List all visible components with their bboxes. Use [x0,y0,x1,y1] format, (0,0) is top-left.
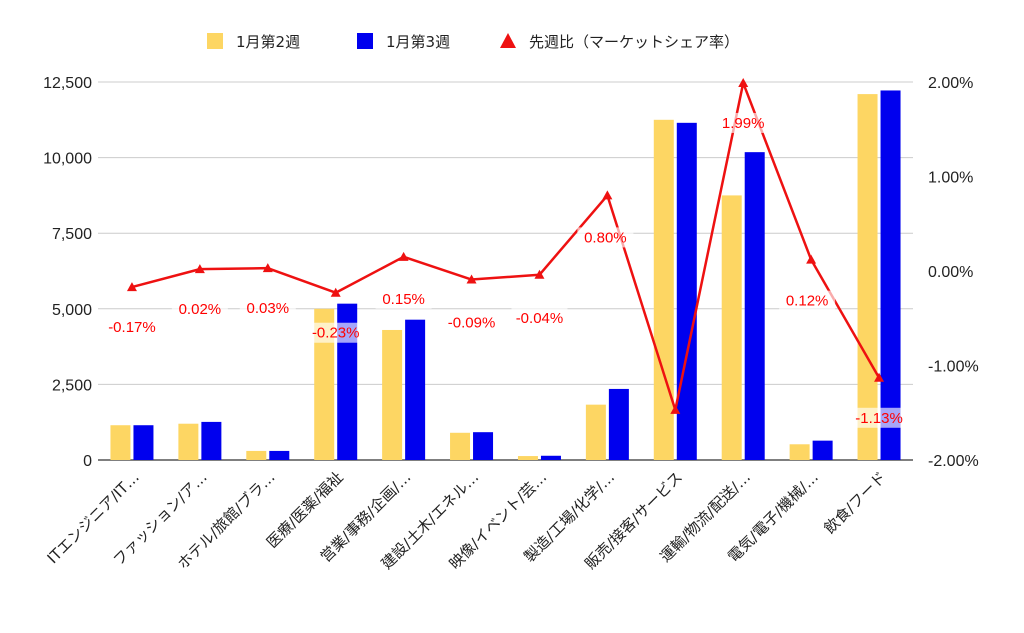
y-right-tick: 1.00% [928,170,973,187]
category-label: 飲食/フード [821,468,890,537]
share-point [874,372,885,382]
bar-week2 [246,450,267,460]
share-data-label: -0.04% [516,310,564,327]
bar-week3 [676,122,697,460]
data-label-bg [779,290,836,311]
y-left-tick: 0 [83,453,92,470]
y-left-tick: 7,500 [52,226,92,243]
legend-triangle-icon [500,33,516,48]
share-data-label: 0.15% [382,291,425,308]
legend-label: 先週比（マーケットシェア率） [529,33,739,51]
data-label-bg [851,407,908,428]
bar-week3 [812,440,833,460]
share-point [738,77,749,87]
share-line: -0.17% 0.02% 0.03% -0.23% 0.15% -0.09% -0.04% 0… [103,77,908,428]
bar-week3 [337,303,358,460]
bar-week2 [110,425,131,460]
share-data-label: 0.12% [786,293,829,310]
bar-week2 [585,404,606,460]
data-label-bg [577,227,634,248]
left-axis: 0 2,500 5,000 7,500 10,000 12,500 [43,75,92,470]
share-data-label: -1.13% [855,410,903,427]
data-label-bg [239,298,296,319]
bar-week2 [178,423,199,460]
bar-week3 [473,432,494,460]
y-left-tick: 10,000 [43,151,92,168]
bar-week2 [721,195,742,460]
share-point [602,190,613,200]
y-right-tick: -1.00% [928,359,979,376]
bar-week2 [314,308,335,460]
data-label-bg [171,299,228,320]
share-data-label: 0.03% [247,300,290,317]
y-left-tick: 12,500 [43,75,92,92]
right-axis: -2.00% -1.00% 0.00% 1.00% 2.00% [928,75,979,470]
legend-label: 1月第2週 [236,33,300,51]
share-data-label: -0.23% [312,325,360,342]
data-label-bg [307,322,364,343]
gridlines [98,81,913,461]
data-label-bg [103,317,160,338]
y-right-tick: -2.00% [928,453,979,470]
share-point [534,269,545,279]
share-point [126,282,137,292]
bar-week2 [382,329,403,460]
bar-week2 [857,94,878,460]
bar-week2 [450,432,471,460]
share-point [330,287,341,297]
bar-week3 [540,455,561,460]
bar-week2 [517,456,538,460]
share-point [262,263,273,273]
category-labels: ITエンジニア/IT…ファッション/ア…ホテル/旅館/ブラ…医療/医薬/福祉営業… [44,468,890,573]
bar-week2 [653,119,674,461]
share-point [194,264,205,274]
share-point [806,254,817,264]
legend: 1月第2週 1月第3週 先週比（マーケットシェア率） [207,33,739,51]
legend-swatch [207,33,223,49]
share-line-path [131,81,881,412]
bar-week2 [789,444,810,460]
share-data-label: 1.99% [722,115,765,132]
share-point [670,404,681,414]
data-label-bg [443,312,500,333]
share-data-label: -0.09% [448,315,496,332]
y-left-tick: 2,500 [52,377,92,394]
share-point [398,251,409,261]
legend-swatch [357,33,373,49]
data-label-bg [715,112,772,133]
bar-week3 [880,90,901,461]
bar-week3 [405,319,426,460]
bar-week3 [608,388,629,460]
share-point [466,274,477,284]
share-data-label: 0.02% [179,301,222,318]
share-data-label: -0.17% [108,319,156,336]
share-data-label: 0.80% [584,229,627,246]
bar-week3 [744,152,765,460]
y-left-tick: 5,000 [52,302,92,319]
data-label-bg [511,307,568,328]
bar-week3 [201,421,222,460]
y-right-tick: 2.00% [928,75,973,92]
y-right-tick: 0.00% [928,264,973,281]
data-label-bg [375,288,432,309]
bar-week3 [269,450,290,460]
legend-label: 1月第3週 [386,33,450,51]
bar-week3 [133,425,154,460]
bars [110,90,901,461]
